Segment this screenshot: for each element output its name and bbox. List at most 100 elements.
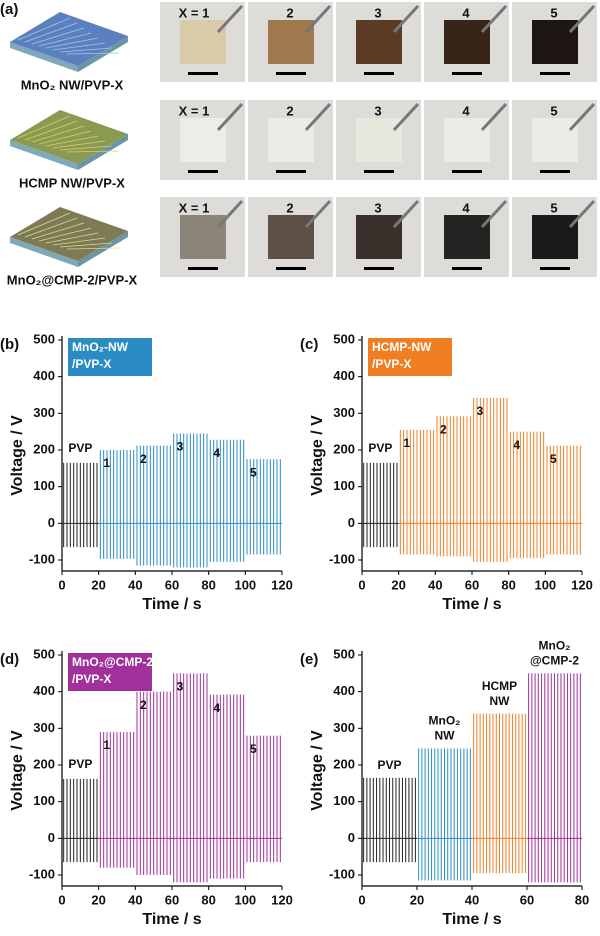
row-name: MnO₂ NW/PVP-X (21, 77, 124, 92)
segment-label: 5 (250, 465, 257, 479)
pulse-series (362, 462, 399, 548)
tweezer (392, 4, 420, 34)
x-tick-label: 80 (201, 577, 215, 592)
segment-label: 3 (177, 440, 184, 454)
x-tick-label: 20 (91, 892, 105, 907)
tweezer (216, 4, 244, 34)
pulse-series (208, 694, 246, 879)
y-tick-label: 200 (333, 441, 355, 456)
sample-label: 4 (462, 200, 470, 215)
fiber (45, 135, 99, 147)
x-tick-label: 40 (128, 892, 142, 907)
y-tick-label: -100 (29, 866, 55, 881)
y-tick-label: 400 (333, 368, 355, 383)
tweezer (480, 102, 508, 132)
tweezer (304, 102, 332, 132)
row-name: MnO₂@CMP-2/PVP-X (7, 272, 138, 287)
sample (268, 215, 314, 259)
tweezer (568, 102, 596, 132)
x-tick-label: 100 (534, 577, 556, 592)
sample-label: 2 (286, 103, 293, 118)
x-tick-label: 40 (465, 892, 479, 907)
fiber (66, 150, 120, 153)
pulse-series (62, 778, 99, 863)
y-tick-label: 100 (333, 793, 355, 808)
legend-box (68, 653, 152, 691)
y-axis-title: Voltage / V (9, 730, 26, 811)
segment-label: 4 (213, 701, 220, 715)
film-side (10, 140, 78, 170)
sample-label: X = 1 (179, 200, 210, 215)
y-tick-label: -100 (29, 551, 55, 566)
pulse-series (508, 431, 546, 559)
y-tick-label: 400 (33, 683, 55, 698)
pulse-series (208, 439, 246, 562)
film-side (10, 42, 78, 72)
fiber (66, 52, 120, 55)
legend-text: MnO₂-NW (72, 340, 129, 354)
x-tick-label: 60 (165, 577, 179, 592)
y-tick-label: 200 (33, 441, 55, 456)
scale-bar (364, 267, 394, 270)
legend-text: /PVP-X (72, 672, 111, 686)
x-tick-label: 20 (391, 577, 405, 592)
scale-bar (188, 267, 218, 270)
film-top (10, 12, 128, 66)
tweezer (392, 102, 420, 132)
sample (356, 215, 402, 259)
fiber (24, 22, 78, 43)
segment-label: 3 (177, 680, 184, 694)
tweezer (216, 199, 244, 229)
segment-label: 4 (213, 446, 220, 460)
x-axis-title: Time / s (142, 596, 201, 613)
film-top (10, 207, 128, 261)
sample (268, 20, 314, 64)
panel-label: (e) (300, 651, 318, 668)
pulse-series (472, 713, 527, 874)
pulse-series (545, 445, 582, 555)
sample-label: 5 (550, 103, 557, 118)
film-side (10, 237, 78, 267)
y-tick-label: 400 (333, 683, 355, 698)
row-name: HCMP NW/PVP-X (19, 175, 125, 190)
sample (180, 215, 226, 259)
y-tick-label: -100 (329, 866, 355, 881)
y-tick-label: 400 (33, 368, 55, 383)
x-tick-label: 0 (58, 577, 65, 592)
y-tick-label: 100 (33, 793, 55, 808)
y-tick-label: 0 (348, 515, 355, 530)
x-axis-title: Time / s (442, 596, 501, 613)
x-tick-label: 0 (358, 892, 365, 907)
pulse-series (245, 735, 282, 863)
legend-text: /PVP-X (372, 357, 411, 371)
pulse-series (245, 459, 282, 555)
sample (356, 20, 402, 64)
fiber (45, 232, 99, 244)
tweezer (304, 199, 332, 229)
x-tick-label: 20 (91, 577, 105, 592)
fiber (52, 237, 106, 246)
y-axis-title: Voltage / V (309, 415, 326, 496)
scale-bar (276, 170, 306, 173)
scale-bar (364, 170, 394, 173)
pulse-series (98, 732, 136, 868)
segment-label: 5 (250, 742, 257, 756)
sample-label: 4 (462, 103, 470, 118)
x-tick-label: 0 (58, 892, 65, 907)
fiber (24, 120, 78, 141)
panel-label: (b) (0, 336, 19, 353)
tweezer (568, 199, 596, 229)
scale-bar (276, 72, 306, 75)
segment-label: PVP (368, 441, 392, 455)
y-tick-label: 200 (333, 756, 355, 771)
segment-label: 3 (477, 404, 484, 418)
fiber (17, 17, 71, 41)
fiber (31, 125, 85, 143)
x-tick-label: 60 (465, 577, 479, 592)
fiber (45, 37, 99, 49)
sample (532, 118, 578, 162)
fiber (38, 32, 92, 47)
pulse-series (135, 445, 172, 566)
x-tick-label: 120 (571, 577, 593, 592)
fiber (38, 130, 92, 145)
